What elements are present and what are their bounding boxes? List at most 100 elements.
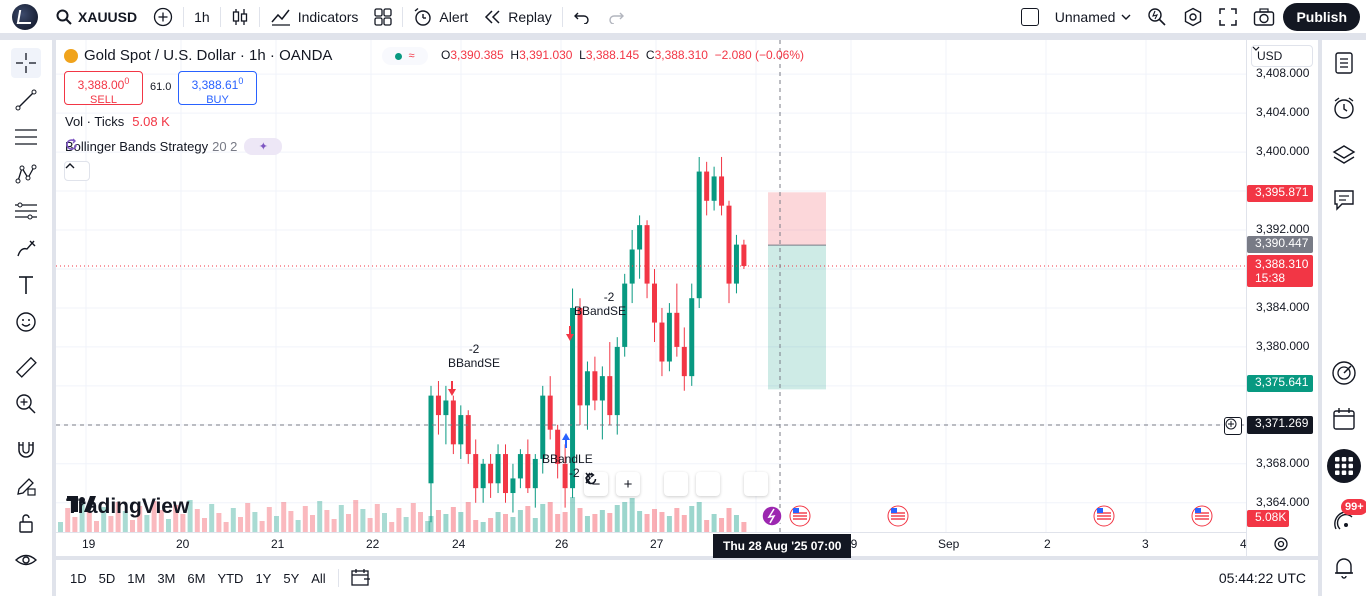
alerts-panel-button[interactable] xyxy=(1329,93,1359,123)
range-1m[interactable]: 1M xyxy=(127,570,146,586)
watchlist-button[interactable] xyxy=(1329,48,1359,78)
smiley-icon xyxy=(16,312,36,332)
ruler-tool[interactable] xyxy=(11,352,41,382)
sell-button[interactable]: 3,388.000 SELL xyxy=(64,71,143,106)
bell-icon xyxy=(1335,558,1353,579)
strategy-actions[interactable]: ✦ xyxy=(66,138,283,155)
refresh-icon[interactable] xyxy=(65,138,78,151)
interval-button[interactable]: 1h xyxy=(186,0,218,34)
candle-body xyxy=(622,283,628,347)
range-5d[interactable]: 5D xyxy=(98,570,116,586)
undo-button[interactable] xyxy=(565,0,599,34)
alert-button[interactable]: Alert xyxy=(405,0,476,34)
candle-body xyxy=(584,371,590,406)
sparkle-icon[interactable]: ✦ xyxy=(258,141,269,153)
settings-button[interactable] xyxy=(1175,0,1211,34)
signal-label-2: -2 BBandSE xyxy=(574,290,626,318)
volume-bar xyxy=(317,501,323,532)
products-button[interactable] xyxy=(1327,449,1361,483)
scroll-left-button[interactable] xyxy=(585,472,688,496)
bottom-toolbar: 1D 5D 1M 3M 6M YTD 1Y 5Y All 05:44:22 UT… xyxy=(56,560,1318,596)
candle-body xyxy=(614,346,620,416)
visibility-tool[interactable] xyxy=(11,545,41,575)
volume-legend[interactable]: Vol · Ticks 5.08 K xyxy=(65,114,170,129)
range-6m[interactable]: 6M xyxy=(187,570,206,586)
text-tool[interactable] xyxy=(11,270,41,300)
add-alert-button[interactable] xyxy=(1224,417,1242,435)
buy-button[interactable]: 3,388.610 BUY xyxy=(178,71,257,106)
time-axis[interactable]: 19 20 21 22 24 26 27 29 Sep 2 3 4 Thu 28… xyxy=(56,532,1288,558)
symbol-search[interactable]: XAUUSD xyxy=(48,0,145,34)
calendar-button[interactable] xyxy=(1329,404,1359,434)
emoji-tool[interactable] xyxy=(11,307,41,337)
pattern-tool[interactable] xyxy=(11,159,41,189)
chart-pane[interactable]: Gold Spot / U.S. Dollar · 1h · OANDA ≈ O… xyxy=(56,40,1318,558)
lock-tool[interactable] xyxy=(11,508,41,538)
candle-body xyxy=(570,307,576,489)
user-avatar[interactable] xyxy=(12,3,38,30)
signals-button[interactable]: 99+ xyxy=(1329,499,1366,535)
publish-button[interactable]: Publish xyxy=(1283,2,1360,31)
trendline-tool[interactable] xyxy=(11,85,41,115)
strategy-legend[interactable]: Bollinger Bands Strategy 20 2 ✦ xyxy=(65,138,283,155)
compare-button[interactable] xyxy=(145,0,181,34)
screener-button[interactable] xyxy=(1329,358,1359,388)
notifications-button[interactable] xyxy=(1329,552,1359,582)
chart-type-button[interactable] xyxy=(223,0,257,34)
range-1y[interactable]: 1Y xyxy=(255,570,272,586)
range-1d[interactable]: 1D xyxy=(70,570,87,586)
target-icon xyxy=(1332,361,1356,385)
volume-bar xyxy=(281,502,287,532)
object-tree-button[interactable] xyxy=(1329,140,1359,170)
replay-button[interactable]: Replay xyxy=(476,0,560,34)
crosshair-tool[interactable] xyxy=(11,48,41,78)
utc-clock[interactable]: 05:44:22 UTC xyxy=(1218,570,1306,586)
fullscreen-button[interactable] xyxy=(1211,0,1245,34)
range-ytd[interactable]: YTD xyxy=(217,570,244,586)
collapse-legend-button[interactable] xyxy=(64,161,90,181)
chats-button[interactable] xyxy=(1329,185,1359,215)
high-label: H xyxy=(510,48,520,62)
range-3m[interactable]: 3M xyxy=(157,570,176,586)
divider xyxy=(337,569,339,587)
price-tick: 3,408.000 xyxy=(1256,66,1310,81)
layouts-button[interactable] xyxy=(366,0,400,34)
search-icon xyxy=(56,9,72,25)
crosshair-price-label: 3,371.269 xyxy=(1247,416,1313,434)
price-axis[interactable]: USD 3,408.000 3,404.000 3,400.000 3,392.000… xyxy=(1246,40,1318,556)
volume-bar xyxy=(726,508,732,532)
stay-drawing-tool[interactable] xyxy=(11,471,41,501)
zoom-tool[interactable] xyxy=(11,389,41,419)
pattern-icon xyxy=(15,164,37,184)
divider xyxy=(219,6,221,27)
candle-body xyxy=(540,395,546,459)
redo-button[interactable] xyxy=(599,0,633,34)
indicators-button[interactable]: Indicators xyxy=(262,0,367,34)
snapshot-button[interactable] xyxy=(1245,0,1283,34)
range-5y[interactable]: 5Y xyxy=(283,570,300,586)
scroll-right-button[interactable] xyxy=(585,472,720,496)
range-all[interactable]: All xyxy=(311,570,326,586)
layout-checkbox[interactable] xyxy=(1020,7,1039,26)
volume-bar xyxy=(108,516,114,532)
magnet-tool[interactable] xyxy=(11,434,41,464)
currency-select[interactable]: USD xyxy=(1251,45,1313,67)
layout-name-button[interactable]: Unnamed xyxy=(1013,0,1140,34)
price-chart[interactable] xyxy=(56,40,1246,532)
market-status-pill[interactable]: ≈ xyxy=(382,47,428,65)
candle-body xyxy=(473,454,479,489)
fib-tool[interactable] xyxy=(11,122,41,152)
reset-chart-button[interactable] xyxy=(585,472,768,496)
indicators-icon xyxy=(271,9,290,26)
quick-search-button[interactable] xyxy=(1139,0,1175,34)
time-tick: 4 xyxy=(1240,537,1246,551)
lock-icon xyxy=(19,514,33,533)
forecast-tool[interactable] xyxy=(11,196,41,226)
zoom-in-button[interactable]: + xyxy=(616,472,640,496)
chevron-down-icon xyxy=(1252,46,1260,51)
volume-bar xyxy=(666,516,672,532)
brush-tool[interactable] xyxy=(11,233,41,263)
goto-date-button[interactable] xyxy=(351,568,371,589)
volume-bar xyxy=(166,519,171,532)
volume-bar xyxy=(274,516,279,532)
